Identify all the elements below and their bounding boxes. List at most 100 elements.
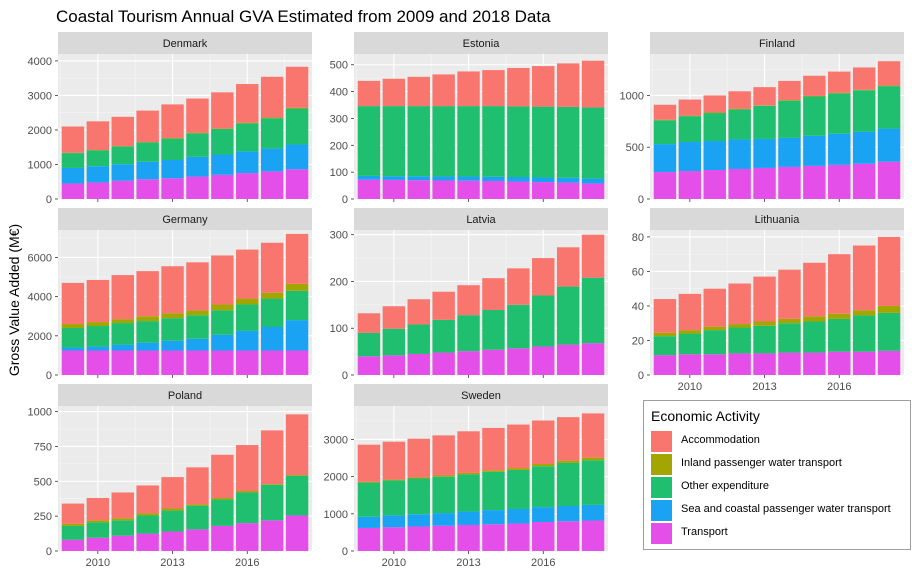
bar-other-expenditure-2009	[61, 153, 85, 168]
bar-sea-and-coastal-passenger-water-transport-2015	[211, 154, 234, 175]
bar-accommodation-2013	[457, 71, 480, 107]
bar-sea-and-coastal-passenger-water-transport-2009	[61, 167, 85, 184]
bar-transport-2013	[161, 531, 184, 551]
y-tick-label: 300	[330, 113, 348, 125]
bar-transport-2013	[457, 351, 480, 375]
y-tick-label: 4000	[28, 292, 52, 304]
bar-transport-2017	[556, 521, 580, 551]
bar-inland-passenger-water-transport-2018	[285, 475, 309, 476]
bar-other-expenditure-2013	[161, 138, 184, 160]
bar-accommodation-2012	[136, 485, 159, 514]
bar-transport-2015	[507, 181, 530, 199]
x-tick-label: 2013	[752, 381, 776, 393]
legend-label: Sea and coastal passenger water transpor…	[681, 503, 891, 515]
bar-accommodation-2010	[382, 306, 406, 329]
bar-other-expenditure-2014	[778, 100, 801, 138]
bar-other-expenditure-2010	[86, 326, 110, 347]
legend-label: Other expenditure	[681, 480, 770, 492]
bar-other-expenditure-2016	[532, 295, 555, 347]
bar-other-expenditure-2011	[111, 146, 134, 165]
bar-accommodation-2017	[852, 245, 876, 311]
bar-inland-passenger-water-transport-2016	[236, 298, 259, 305]
bar-inland-passenger-water-transport-2010	[86, 322, 110, 327]
x-tick-label: 2010	[86, 557, 110, 569]
bar-sea-and-coastal-passenger-water-transport-2017	[556, 506, 580, 522]
y-tick-label: 0	[342, 546, 348, 558]
bar-inland-passenger-water-transport-2017	[852, 310, 876, 316]
bar-accommodation-2010	[86, 498, 110, 521]
bar-sea-and-coastal-passenger-water-transport-2014	[186, 156, 209, 177]
bar-transport-2009	[357, 527, 381, 551]
bar-transport-2017	[260, 350, 284, 375]
bar-transport-2016	[236, 350, 259, 375]
bar-sea-and-coastal-passenger-water-transport-2012	[136, 342, 159, 351]
bar-accommodation-2012	[728, 283, 751, 325]
strip-label: Latvia	[466, 214, 496, 226]
bar-accommodation-2013	[161, 266, 184, 314]
bar-inland-passenger-water-transport-2013	[753, 321, 776, 326]
bar-accommodation-2009	[61, 503, 85, 524]
bar-inland-passenger-water-transport-2010	[382, 479, 406, 481]
bar-transport-2014	[482, 524, 505, 551]
bar-accommodation-2015	[211, 454, 234, 499]
bar-transport-2017	[852, 351, 876, 375]
bar-other-expenditure-2015	[211, 499, 234, 526]
bar-accommodation-2009	[357, 444, 381, 482]
bar-transport-2012	[136, 350, 159, 375]
bar-transport-2014	[186, 350, 209, 375]
bar-inland-passenger-water-transport-2018	[877, 305, 901, 313]
bar-other-expenditure-2013	[753, 105, 776, 139]
strip-background	[650, 32, 904, 54]
bar-inland-passenger-water-transport-2012	[728, 324, 751, 328]
strip-label: Germany	[162, 214, 208, 226]
y-tick-label: 2000	[28, 125, 52, 137]
panel-estonia: Estonia 0 100 200 300 400 500	[330, 32, 608, 206]
legend-swatch	[651, 477, 672, 498]
bar-inland-passenger-water-transport-2012	[136, 513, 159, 516]
bar-accommodation-2009	[357, 80, 381, 107]
bar-other-expenditure-2014	[482, 471, 505, 511]
bar-other-expenditure-2018	[581, 460, 605, 505]
y-tick-label: 400	[330, 87, 348, 99]
bar-sea-and-coastal-passenger-water-transport-2018	[877, 128, 901, 162]
bar-sea-and-coastal-passenger-water-transport-2010	[382, 515, 406, 528]
strip-background	[354, 208, 608, 230]
bar-sea-and-coastal-passenger-water-transport-2009	[357, 516, 381, 528]
bar-inland-passenger-water-transport-2013	[161, 138, 184, 139]
bar-other-expenditure-2016	[828, 93, 851, 134]
bar-transport-2013	[753, 167, 776, 199]
panel-denmark: Denmark 0 1000 2000 3000 4000	[28, 32, 312, 206]
bar-accommodation-2014	[482, 278, 505, 310]
bar-transport-2016	[532, 522, 555, 551]
bar-other-expenditure-2011	[111, 520, 134, 536]
bar-sea-and-coastal-passenger-water-transport-2011	[111, 344, 134, 351]
bar-other-expenditure-2016	[236, 123, 259, 152]
bar-accommodation-2010	[678, 293, 702, 331]
bar-sea-and-coastal-passenger-water-transport-2013	[457, 511, 480, 525]
bar-transport-2015	[803, 352, 826, 375]
legend: Economic Activity Accommodation Inland p…	[643, 400, 911, 550]
bar-other-expenditure-2017	[556, 286, 580, 345]
panel-finland: Finland 0 500 1000	[620, 32, 904, 206]
bar-accommodation-2014	[778, 80, 801, 101]
bar-other-expenditure-2017	[556, 106, 580, 178]
bar-other-expenditure-2015	[507, 469, 530, 509]
bar-accommodation-2018	[285, 414, 309, 476]
bar-other-expenditure-2010	[86, 522, 110, 538]
bar-accommodation-2014	[778, 269, 801, 319]
legend-swatch	[651, 454, 672, 475]
bar-transport-2013	[161, 350, 184, 375]
bar-transport-2018	[581, 520, 605, 551]
strip-label: Sweden	[461, 390, 501, 402]
bar-transport-2017	[852, 163, 876, 199]
bar-accommodation-2012	[432, 74, 455, 107]
bar-accommodation-2012	[432, 435, 455, 476]
bar-other-expenditure-2009	[357, 332, 381, 357]
bar-transport-2015	[507, 523, 530, 551]
bar-other-expenditure-2018	[877, 86, 901, 129]
bar-other-expenditure-2013	[161, 318, 184, 341]
y-tick-label: 500	[34, 476, 52, 488]
bar-other-expenditure-2018	[581, 277, 605, 344]
bar-other-expenditure-2017	[260, 484, 284, 521]
bar-accommodation-2016	[532, 66, 555, 107]
